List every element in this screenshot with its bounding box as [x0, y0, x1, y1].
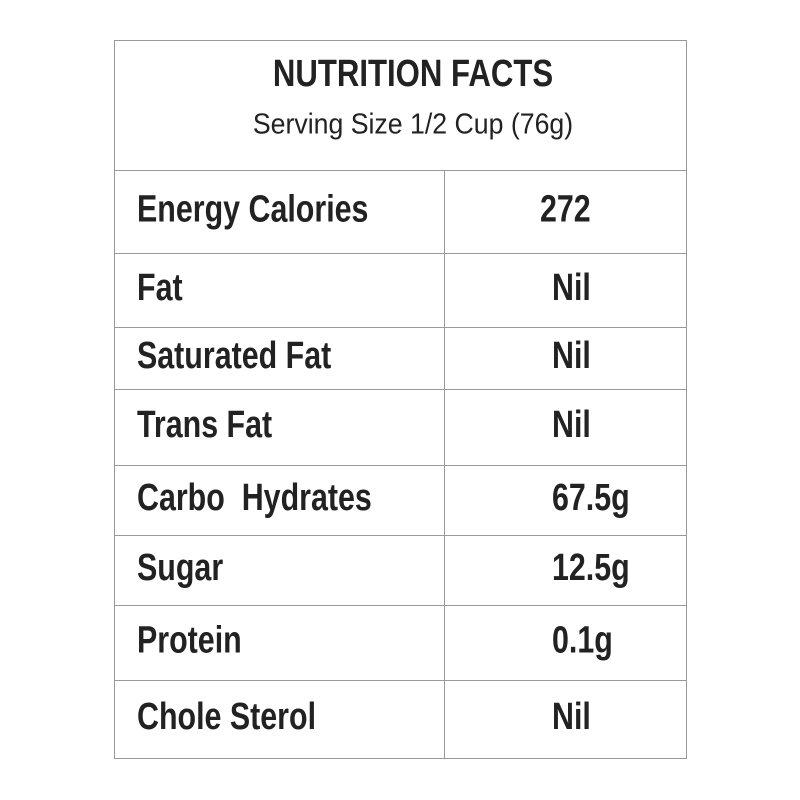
- nutrient-value: 272: [540, 188, 591, 230]
- nutrient-value: Nil: [552, 267, 591, 309]
- nutrient-value: Nil: [552, 696, 591, 738]
- table-subtitle: Serving Size 1/2 Cup (76g): [253, 108, 573, 140]
- nutrient-value: 67.5g: [552, 477, 630, 519]
- nutrient-value: Nil: [552, 335, 591, 377]
- nutrient-name: Saturated Fat: [137, 335, 332, 377]
- nutrient-name: Carbo Hydrates: [137, 477, 372, 519]
- nutrient-name: Fat: [137, 267, 183, 309]
- nutrient-name: Energy Calories: [137, 188, 368, 230]
- nutrient-value: 0.1g: [552, 619, 613, 661]
- nutrient-name: Protein: [137, 619, 242, 661]
- table-border: [114, 40, 687, 759]
- table-title: NUTRITION FACTS: [273, 53, 553, 95]
- nutrient-value: Nil: [552, 404, 591, 446]
- nutrient-value: 12.5g: [552, 547, 630, 589]
- nutrient-name: Sugar: [137, 547, 223, 589]
- nutrient-name: Chole Sterol: [137, 696, 316, 738]
- nutrient-name: Trans Fat: [137, 404, 273, 446]
